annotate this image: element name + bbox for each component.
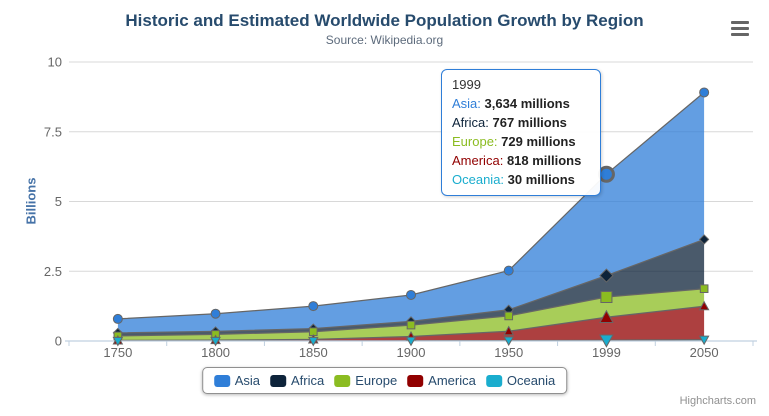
area-asia[interactable]: [117, 92, 705, 333]
tooltip-value: 818 millions: [506, 153, 582, 168]
marker-europe-1900[interactable]: [406, 320, 416, 330]
area-africa[interactable]: [117, 239, 705, 336]
marker-asia-1850[interactable]: [308, 301, 319, 312]
tooltip-header: 1999: [452, 77, 481, 92]
tooltip-series-name: Africa:: [452, 115, 489, 130]
y-axis-label: 7.5: [44, 124, 62, 139]
credits-link[interactable]: Highcharts.com: [679, 395, 756, 407]
marker-europe-1950[interactable]: [504, 311, 514, 321]
marker-asia-1900[interactable]: [406, 289, 416, 300]
tooltip-series-name: Asia:: [452, 96, 481, 111]
hamburger-menu-icon: [731, 33, 749, 36]
chart-title: Historic and Estimated Worldwide Populat…: [125, 11, 644, 30]
tooltip-value: 767 millions: [492, 115, 567, 130]
area-america[interactable]: [117, 306, 705, 341]
marker-oceania-1950[interactable]: [503, 336, 515, 347]
tooltip-series-name: Europe:: [452, 134, 498, 149]
legend-item-oceania[interactable]: Oceania: [485, 373, 556, 388]
tooltip-value: 729 millions: [501, 134, 576, 149]
x-axis-label: 2050: [690, 345, 719, 360]
marker-oceania-1999[interactable]: [599, 334, 614, 348]
legend-label: Oceania: [506, 373, 556, 388]
tooltip-row: America: 818 millions: [452, 151, 590, 170]
legend-item-asia[interactable]: Asia: [213, 373, 261, 388]
tooltip-row: Asia: 3,634 millions: [452, 94, 590, 113]
legend-swatch-america: [407, 374, 424, 387]
y-axis-title: Billions: [23, 177, 39, 225]
x-axis-label: 1900: [397, 345, 426, 360]
legend-label: America: [428, 373, 476, 388]
marker-oceania-1900[interactable]: [405, 336, 417, 347]
tooltip-value: 3,634 millions: [484, 96, 570, 111]
hamburger-menu-icon: [731, 27, 749, 30]
legend-swatch-africa: [270, 374, 287, 387]
marker-asia-1999[interactable]: [597, 165, 615, 183]
marker-africa-2050[interactable]: [698, 234, 710, 245]
marker-europe-2050[interactable]: [699, 284, 709, 294]
legend-swatch-asia: [213, 374, 230, 387]
legend-item-europe[interactable]: Europe: [334, 373, 397, 388]
legend-label: Europe: [355, 373, 398, 388]
tooltip-row: Oceania: 30 millions: [452, 170, 590, 189]
marker-asia-2050[interactable]: [699, 87, 710, 98]
y-axis-label: 2.5: [44, 264, 62, 279]
legend-item-africa[interactable]: Africa: [270, 373, 324, 388]
x-axis-label: 1950: [494, 345, 523, 360]
tooltip-series-name: America:: [452, 153, 504, 168]
legend-swatch-oceania: [485, 374, 502, 387]
marker-america-1950[interactable]: [503, 325, 515, 336]
legend-label: Asia: [234, 373, 261, 388]
marker-europe-1850[interactable]: [308, 327, 318, 337]
marker-oceania-2050[interactable]: [698, 335, 710, 346]
x-axis-label: 1999: [592, 345, 621, 360]
x-axis-label: 1850: [299, 345, 328, 360]
tooltip-value: 30 millions: [507, 172, 575, 187]
tooltip-row: Africa: 767 millions: [452, 113, 590, 132]
tooltip: 1999 Asia: 3,634 millions Africa: 767 mi…: [441, 69, 601, 196]
marker-asia-1950[interactable]: [503, 265, 514, 276]
legend-swatch-europe: [334, 374, 351, 387]
tooltip-row: Europe: 729 millions: [452, 132, 590, 151]
marker-america-2050[interactable]: [698, 300, 710, 311]
tooltip-series-name: Oceania:: [452, 172, 505, 187]
export-menu-button[interactable]: [731, 21, 749, 36]
y-axis-label: 0: [55, 334, 62, 349]
marker-africa-1999[interactable]: [599, 268, 614, 283]
marker-oceania-1850[interactable]: [307, 336, 319, 347]
marker-asia-1800[interactable]: [210, 308, 221, 319]
x-axis-label: 1750: [103, 345, 132, 360]
marker-europe-1999[interactable]: [600, 290, 613, 304]
legend-item-america[interactable]: America: [407, 373, 476, 388]
legend-label: Africa: [291, 373, 325, 388]
marker-oceania-1800[interactable]: [210, 336, 221, 347]
marker-oceania-1750[interactable]: [112, 336, 124, 347]
chart-subtitle: Source: Wikipedia.org: [325, 33, 444, 47]
y-axis-label: 10: [48, 55, 62, 70]
marker-america-1999[interactable]: [599, 309, 614, 324]
x-axis-label: 1800: [201, 345, 230, 360]
legend: Asia Africa Europe America Oceania: [201, 367, 568, 394]
marker-asia-1750[interactable]: [112, 313, 123, 324]
y-axis-label: 5: [55, 194, 62, 209]
hamburger-menu-icon: [731, 21, 749, 24]
